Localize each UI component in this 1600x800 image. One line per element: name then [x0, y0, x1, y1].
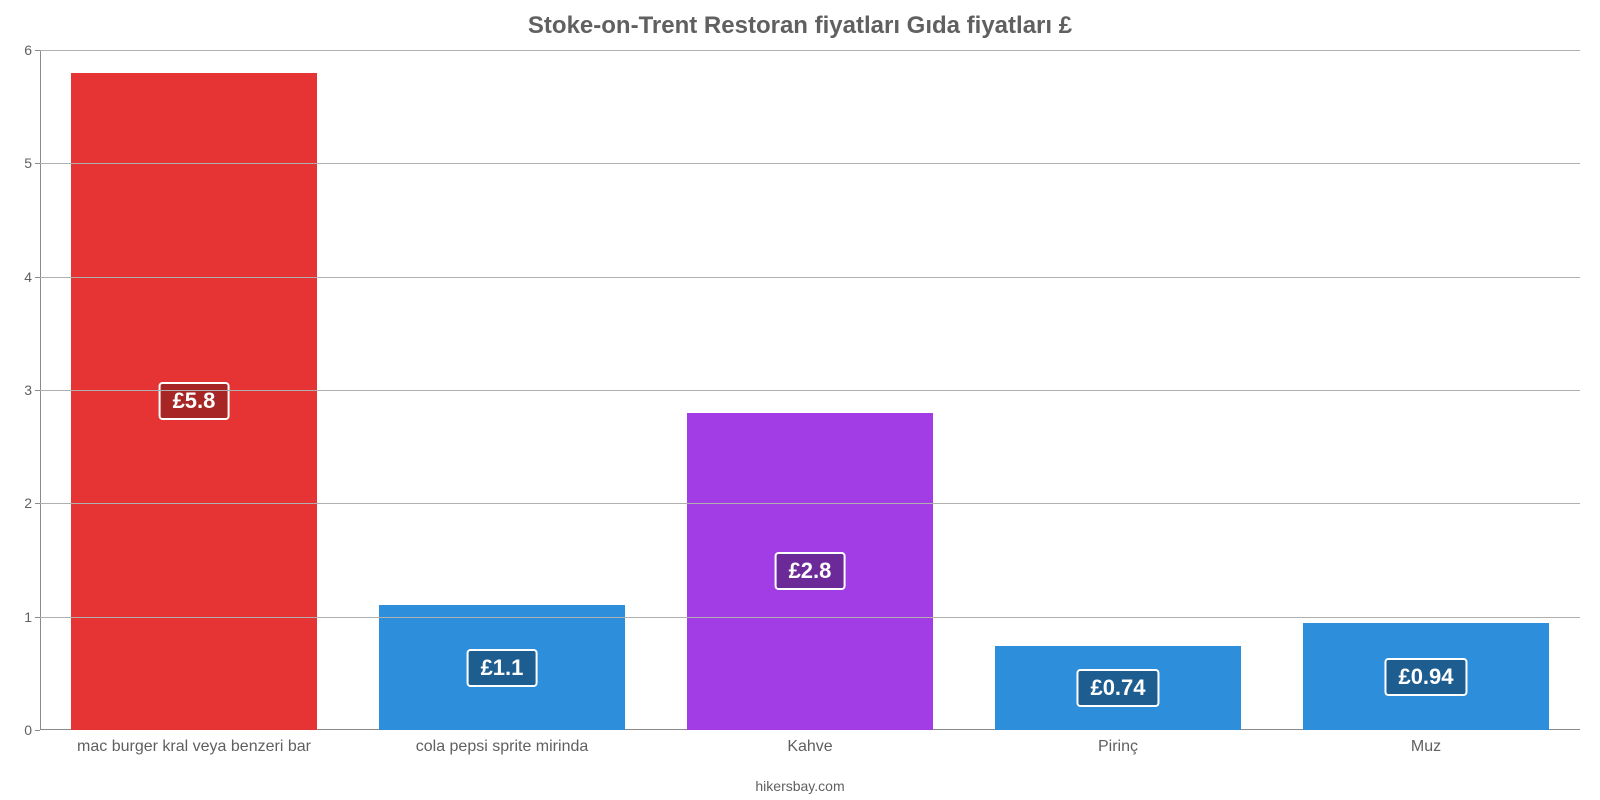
y-tick-mark: [35, 277, 40, 278]
chart-container: Stoke-on-Trent Restoran fiyatları Gıda f…: [0, 0, 1600, 800]
y-tick-mark: [35, 163, 40, 164]
x-category-label: Kahve: [787, 738, 832, 756]
y-tick-mark: [35, 730, 40, 731]
plot-area: £5.8£1.1£2.8£0.74£0.94 0123456mac burger…: [40, 50, 1580, 730]
gridline: [40, 503, 1580, 504]
gridline: [40, 617, 1580, 618]
x-category-label: mac burger kral veya benzeri bar: [77, 738, 311, 756]
bar-value-label: £0.74: [1076, 669, 1159, 707]
y-tick-label: 5: [24, 155, 32, 171]
gridline: [40, 277, 1580, 278]
bar-value-label: £0.94: [1384, 658, 1467, 696]
bar-value-label: £1.1: [467, 649, 538, 687]
x-category-label: Pirinç: [1098, 738, 1138, 756]
y-tick-label: 0: [24, 722, 32, 738]
bar-value-label: £5.8: [159, 382, 230, 420]
gridline: [40, 163, 1580, 164]
y-tick-mark: [35, 617, 40, 618]
x-category-label: Muz: [1411, 738, 1441, 756]
y-tick-label: 2: [24, 495, 32, 511]
bar-value-label: £2.8: [775, 552, 846, 590]
y-tick-mark: [35, 503, 40, 504]
y-tick-mark: [35, 50, 40, 51]
y-tick-mark: [35, 390, 40, 391]
y-tick-label: 3: [24, 382, 32, 398]
chart-footer: hikersbay.com: [0, 778, 1600, 794]
gridline: [40, 50, 1580, 51]
chart-title: Stoke-on-Trent Restoran fiyatları Gıda f…: [0, 12, 1600, 40]
y-tick-label: 1: [24, 609, 32, 625]
y-tick-label: 4: [24, 269, 32, 285]
y-tick-label: 6: [24, 42, 32, 58]
x-category-label: cola pepsi sprite mirinda: [416, 738, 589, 756]
gridline: [40, 390, 1580, 391]
